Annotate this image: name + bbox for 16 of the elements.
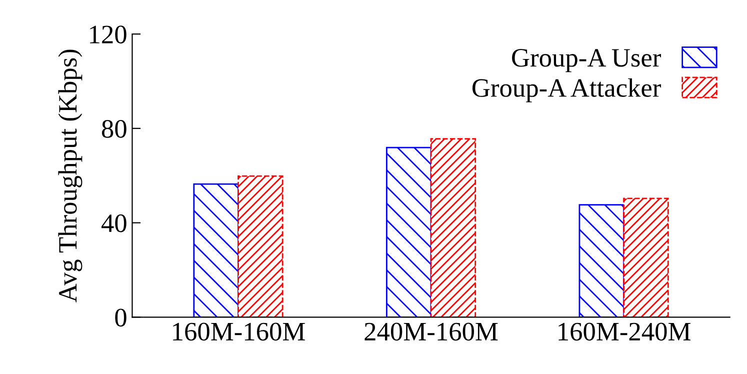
bar [386, 146, 432, 318]
x-tick-label: 240M-160M [364, 322, 498, 341]
x-tick-label: 160M-240M [558, 322, 690, 341]
bar [193, 183, 239, 318]
bar [578, 204, 624, 318]
y-tick-label: 120 [90, 26, 126, 44]
bar [238, 175, 284, 318]
x-tick-label: 160M-160M [173, 322, 305, 341]
legend-label: Group-A User [512, 49, 661, 72]
bar [623, 198, 669, 318]
y-tick-label: 80 [102, 120, 126, 138]
bar [430, 138, 476, 318]
y-tick-label: 40 [101, 214, 126, 232]
legend-label: Group-A Attacker [472, 78, 661, 102]
y-axis-title: Avg Throughput (Kbps) [58, 50, 82, 302]
y-tick-label: 0 [115, 308, 126, 327]
